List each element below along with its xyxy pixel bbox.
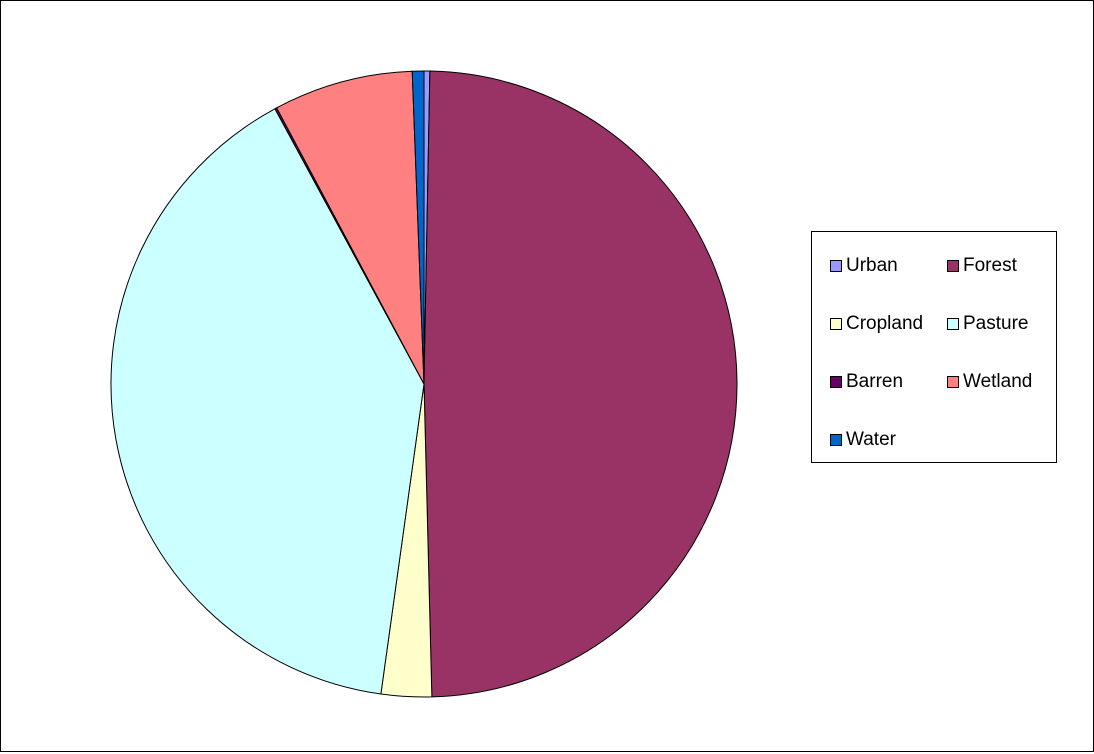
legend-label-water: Water [846,429,896,450]
legend: Urban Forest Cropland Pasture Barren Wet… [811,231,1057,463]
pie-slice-wetland [275,70,425,385]
pie-slice-water [411,70,425,385]
legend-swatch-barren [830,376,842,388]
legend-label-pasture: Pasture [963,313,1029,334]
pie-slices [110,70,738,698]
legend-swatch-water [830,434,842,446]
legend-item-wetland: Wetland [947,370,1032,394]
pie-slice-forest [423,70,738,698]
legend-item-pasture: Pasture [947,312,1028,336]
legend-label-cropland: Cropland [846,313,924,334]
legend-swatch-urban [830,260,842,272]
legend-item-cropland: Cropland [830,312,923,336]
legend-item-forest: Forest [947,254,1017,278]
legend-item-water: Water [830,428,896,452]
legend-swatch-pasture [947,318,959,330]
legend-item-urban: Urban [830,254,898,278]
legend-label-forest: Forest [963,255,1017,276]
pie-slice-pasture [110,108,425,695]
legend-swatch-forest [947,260,959,272]
legend-item-barren: Barren [830,370,903,394]
legend-swatch-cropland [830,318,842,330]
legend-label-wetland: Wetland [963,371,1033,392]
legend-label-urban: Urban [846,255,898,276]
legend-label-barren: Barren [846,371,904,392]
legend-swatch-wetland [947,376,959,388]
